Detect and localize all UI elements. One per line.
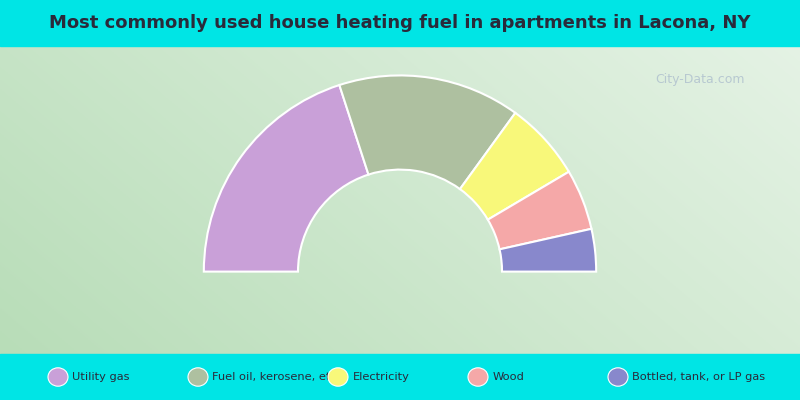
Wedge shape	[460, 113, 569, 220]
Wedge shape	[499, 229, 596, 272]
Text: City-Data.com: City-Data.com	[655, 74, 745, 86]
Text: Bottled, tank, or LP gas: Bottled, tank, or LP gas	[632, 372, 766, 382]
Wedge shape	[488, 172, 591, 249]
Text: Fuel oil, kerosene, etc.: Fuel oil, kerosene, etc.	[213, 372, 341, 382]
Ellipse shape	[608, 368, 628, 386]
Bar	[0, 0, 800, 46]
Text: Most commonly used house heating fuel in apartments in Lacona, NY: Most commonly used house heating fuel in…	[50, 14, 750, 32]
Ellipse shape	[328, 368, 348, 386]
Ellipse shape	[48, 368, 68, 386]
Ellipse shape	[468, 368, 488, 386]
Wedge shape	[339, 76, 515, 189]
Text: Utility gas: Utility gas	[72, 372, 130, 382]
Bar	[0, 354, 800, 400]
Text: Electricity: Electricity	[352, 372, 410, 382]
Wedge shape	[204, 85, 369, 272]
Ellipse shape	[188, 368, 208, 386]
Text: Wood: Wood	[492, 372, 524, 382]
